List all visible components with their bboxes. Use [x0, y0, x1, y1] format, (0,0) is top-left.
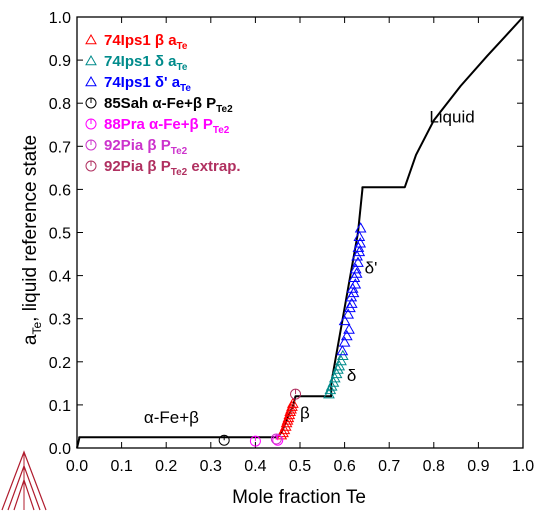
data-point [278, 423, 291, 435]
data-point [279, 420, 292, 431]
data-point [287, 397, 299, 408]
data-point [352, 256, 364, 267]
data-point [272, 434, 284, 446]
data-point [249, 435, 261, 447]
legend-label: 74Ips1 β aTe [104, 32, 188, 52]
y-tick-label: 0.6 [49, 182, 71, 199]
y-tick-label: 0.8 [49, 96, 71, 113]
y-tick-label: 0.9 [49, 53, 71, 70]
x-tick-label: 0.0 [66, 458, 88, 475]
x-tick-label: 0.9 [467, 458, 489, 475]
y-tick-label: 0.4 [49, 269, 71, 286]
legend-item: 92Pia β PTe2 [85, 137, 188, 157]
legend-marker [85, 33, 97, 45]
legend-label: 74Ips1 δ aTe [104, 53, 188, 73]
data-point [354, 237, 367, 248]
legend-marker [85, 97, 97, 109]
data-point [342, 308, 355, 319]
data-point [285, 403, 297, 414]
x-tick-label: 1.0 [512, 458, 534, 475]
data-point [284, 405, 297, 417]
data-point [281, 414, 294, 425]
data-point [280, 416, 293, 428]
x-tick-label: 0.2 [155, 458, 177, 475]
x-axis-title: Mole fraction Te [232, 487, 366, 508]
legend-item: 88Pra α-Fe+β PTe2 [85, 116, 230, 136]
data-point [335, 354, 347, 366]
phase-label: α-Fe+β [144, 408, 199, 427]
legend-item: 74Ips1 δ aTe [85, 53, 188, 73]
data-point [349, 278, 362, 289]
legend-item: 74Ips1 δ' aTe [85, 74, 191, 94]
y-tick-label: 0.7 [49, 139, 71, 156]
x-tick-label: 0.6 [333, 458, 355, 475]
data-point [354, 222, 367, 233]
phase-annotations: Liquid δ' δ β α-Fe+β [144, 108, 475, 427]
data-point [332, 363, 344, 374]
legend-marker [85, 160, 97, 172]
x-tick-label: 0.3 [200, 458, 222, 475]
data-point [340, 329, 353, 341]
y-axis-title: aTe, liquid reference state [20, 135, 44, 345]
legend-label: 92Pia β PTe2 [104, 137, 188, 157]
phase-label: Liquid [429, 108, 474, 127]
legend-label: 88Pra α-Fe+β PTe2 [104, 116, 230, 136]
x-axis-ticks: 0.0 0.1 0.2 0.3 0.4 0.5 0.6 0.7 0.8 0.9 1.0 [66, 17, 534, 475]
data-point [353, 230, 366, 242]
y-axis-title-rest: , liquid reference state [20, 135, 41, 322]
legend-marker [85, 139, 97, 151]
x-tick-label: 0.8 [423, 458, 445, 475]
data-point [345, 297, 358, 308]
phase-label: β [300, 404, 310, 423]
legend-marker [85, 75, 97, 87]
y-axis-ticks: 0.0 0.1 0.2 0.3 0.4 0.5 0.6 0.7 0.8 0.9 1.0 [49, 10, 523, 458]
y-tick-label: 0.0 [49, 441, 71, 458]
x-tick-label: 0.5 [289, 458, 311, 475]
y-tick-label: 0.5 [49, 226, 71, 243]
phase-label: δ' [365, 258, 378, 277]
y-tick-label: 1.0 [49, 10, 71, 27]
y-axis-title-sub: Te [30, 322, 44, 335]
y-tick-label: 0.2 [49, 355, 71, 372]
phase-label: δ [347, 366, 356, 385]
legend-label: 85Sah α-Fe+β PTe2 [104, 95, 233, 115]
legend-item: 74Ips1 β aTe [85, 32, 188, 52]
x-tick-label: 0.4 [244, 458, 266, 475]
legend-item: 92Pia β PTe2 extrap. [85, 158, 241, 178]
data-point [343, 323, 355, 334]
x-tick-label: 0.1 [110, 458, 132, 475]
data-point [349, 263, 362, 274]
legend-label: 74Ips1 δ' aTe [104, 74, 191, 94]
y-axis-title-main: a [20, 334, 41, 345]
data-point [338, 314, 351, 326]
data-point [283, 408, 296, 420]
y-tick-label: 0.3 [49, 312, 71, 329]
y-tick-label: 0.1 [49, 398, 71, 415]
legend-marker [85, 54, 97, 66]
legend-marker [85, 118, 97, 130]
data-point [336, 345, 349, 356]
data-point [270, 433, 282, 445]
thermo-calc-logo [1, 450, 47, 511]
legend-label: 92Pia β PTe2 extrap. [104, 158, 241, 178]
x-tick-label: 0.7 [378, 458, 400, 475]
data-point [286, 400, 298, 411]
data-point [218, 434, 230, 446]
data-markers [218, 222, 367, 447]
data-point [338, 336, 351, 347]
legend-item: 85Sah α-Fe+β PTe2 [85, 95, 233, 115]
data-point [324, 383, 337, 395]
data-point [333, 360, 346, 371]
data-point [282, 411, 295, 423]
data-point [290, 388, 302, 400]
